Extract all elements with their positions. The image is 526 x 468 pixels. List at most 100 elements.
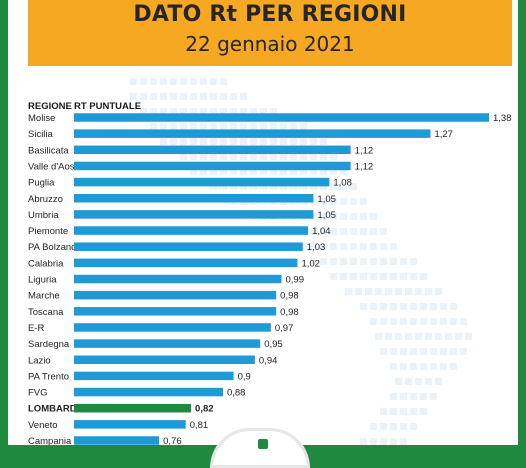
map-dot bbox=[220, 138, 227, 145]
map-dot bbox=[370, 258, 377, 265]
map-dot bbox=[290, 153, 297, 160]
value-label-e-r: 0,97 bbox=[275, 323, 294, 334]
map-dot bbox=[180, 78, 187, 85]
map-dot bbox=[390, 318, 397, 325]
value-label-fvg: 0,88 bbox=[227, 388, 246, 399]
map-dot bbox=[250, 108, 257, 115]
map-dot bbox=[365, 288, 372, 295]
map-dot bbox=[160, 138, 167, 145]
map-dot bbox=[250, 123, 257, 130]
map-dot bbox=[410, 273, 417, 280]
column-header-rt-puntuale: RT PUNTUALE bbox=[74, 101, 141, 112]
map-dot bbox=[340, 183, 347, 190]
map-dot bbox=[370, 318, 377, 325]
map-dot bbox=[190, 153, 197, 160]
map-dot bbox=[440, 303, 447, 310]
map-dot bbox=[390, 258, 397, 265]
map-dot bbox=[270, 108, 277, 115]
map-dot bbox=[400, 318, 407, 325]
bar-puglia bbox=[74, 177, 330, 187]
map-dot bbox=[420, 393, 427, 400]
value-label-abruzzo: 1,05 bbox=[317, 194, 336, 205]
map-dot bbox=[380, 423, 387, 430]
map-dot bbox=[340, 168, 347, 175]
map-dot bbox=[320, 153, 327, 160]
map-dot bbox=[360, 198, 367, 205]
map-dot bbox=[440, 363, 447, 370]
map-dot bbox=[390, 423, 397, 430]
bar-molise bbox=[74, 113, 489, 122]
map-dot bbox=[405, 333, 412, 340]
map-dot bbox=[220, 153, 227, 160]
right-green-stripe bbox=[518, 0, 526, 445]
map-dot bbox=[330, 243, 337, 250]
map-dot bbox=[320, 243, 327, 250]
bar-marche bbox=[74, 290, 277, 300]
map-dot bbox=[430, 318, 437, 325]
map-dot bbox=[240, 183, 247, 190]
map-dot bbox=[250, 168, 257, 175]
map-dot bbox=[340, 198, 347, 205]
map-dot bbox=[370, 273, 377, 280]
value-label-basilicata: 1,12 bbox=[355, 145, 374, 156]
map-dot bbox=[375, 333, 382, 340]
map-dot bbox=[410, 318, 417, 325]
map-dot bbox=[260, 123, 267, 130]
map-dot bbox=[160, 123, 167, 130]
map-dot bbox=[310, 228, 317, 235]
bar-fvg bbox=[74, 387, 223, 397]
map-dot bbox=[220, 93, 227, 100]
map-dot bbox=[310, 198, 317, 205]
bar-calabria bbox=[74, 258, 298, 268]
map-dot bbox=[330, 153, 337, 160]
value-label-campania: 0,76 bbox=[163, 436, 182, 445]
map-dot bbox=[390, 363, 397, 370]
map-dot bbox=[350, 228, 357, 235]
map-dot bbox=[270, 153, 277, 160]
map-dot bbox=[410, 393, 417, 400]
map-dot bbox=[400, 348, 407, 355]
map-dot bbox=[310, 243, 317, 250]
value-label-sicilia: 1,27 bbox=[434, 129, 453, 140]
map-dot bbox=[190, 93, 197, 100]
value-label-lazio: 0,94 bbox=[259, 355, 278, 366]
map-dot bbox=[330, 198, 337, 205]
map-dot bbox=[340, 213, 347, 220]
region-label-veneto: Veneto bbox=[28, 420, 58, 431]
bar-lombardia bbox=[74, 403, 192, 413]
value-label-veneto: 0,81 bbox=[190, 420, 209, 431]
map-dot bbox=[330, 258, 337, 265]
map-dot bbox=[400, 363, 407, 370]
map-dot bbox=[425, 333, 432, 340]
map-dot bbox=[160, 93, 167, 100]
region-label-umbria: Umbria bbox=[28, 210, 59, 221]
map-dot bbox=[380, 258, 387, 265]
map-dot bbox=[415, 333, 422, 340]
map-dot bbox=[200, 78, 207, 85]
map-dot bbox=[130, 78, 137, 85]
map-dot bbox=[360, 303, 367, 310]
map-dot bbox=[410, 303, 417, 310]
map-dot bbox=[200, 123, 207, 130]
map-dot bbox=[320, 213, 327, 220]
map-dot bbox=[450, 348, 457, 355]
map-dot bbox=[430, 303, 437, 310]
map-dot bbox=[385, 333, 392, 340]
italy-map-dots-background bbox=[130, 78, 472, 445]
map-dot bbox=[420, 408, 427, 415]
map-dot bbox=[360, 273, 367, 280]
map-dot bbox=[260, 168, 267, 175]
map-dot bbox=[200, 93, 207, 100]
map-dot bbox=[320, 228, 327, 235]
map-dot bbox=[435, 378, 442, 385]
map-dot bbox=[400, 438, 407, 445]
map-dot bbox=[210, 138, 217, 145]
map-dot bbox=[330, 273, 337, 280]
region-label-sicilia: Sicilia bbox=[28, 129, 54, 140]
map-dot bbox=[280, 138, 287, 145]
map-dot bbox=[210, 183, 217, 190]
region-label-e-r: E-R bbox=[28, 323, 45, 334]
map-dot bbox=[450, 363, 457, 370]
map-dot bbox=[350, 198, 357, 205]
map-dot bbox=[150, 123, 157, 130]
